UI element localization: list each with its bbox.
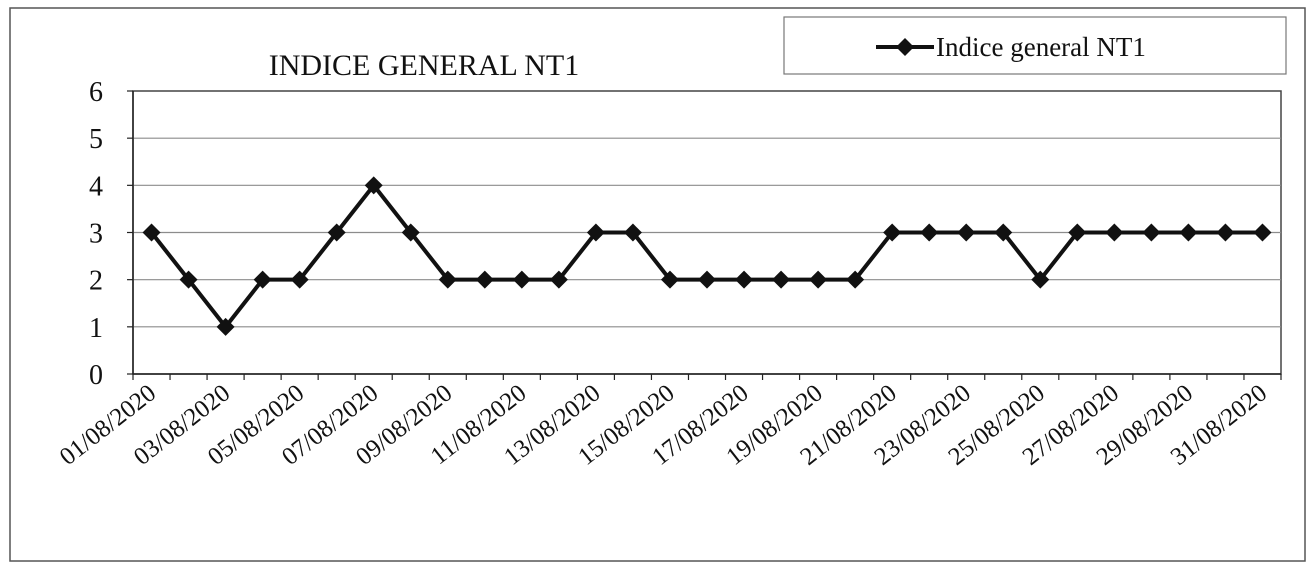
- data-point: [920, 223, 939, 242]
- data-point: [327, 223, 346, 242]
- data-point: [1253, 223, 1272, 242]
- chart-title: INDICE GENERAL NT1: [269, 49, 580, 82]
- data-point: [512, 270, 531, 289]
- data-point: [957, 223, 976, 242]
- data-point: [549, 270, 568, 289]
- data-point: [586, 223, 605, 242]
- y-tick-label: 1: [89, 313, 103, 344]
- data-point: [1142, 223, 1161, 242]
- data-point: [216, 317, 235, 336]
- data-point: [772, 270, 791, 289]
- data-point: [1179, 223, 1198, 242]
- data-point: [475, 270, 494, 289]
- legend-label: Indice general NT1: [936, 32, 1146, 62]
- data-point: [735, 270, 754, 289]
- data-point: [179, 270, 198, 289]
- y-axis-ticks: 0 1 2 3 4 5 6: [89, 77, 133, 391]
- data-point: [1068, 223, 1087, 242]
- y-tick-label: 3: [89, 219, 103, 250]
- legend-marker-swatch: [896, 38, 914, 56]
- data-point: [994, 223, 1013, 242]
- data-point: [401, 223, 420, 242]
- data-point: [809, 270, 828, 289]
- data-point: [1105, 223, 1124, 242]
- series-nt1: [142, 176, 1272, 336]
- data-point: [660, 270, 679, 289]
- legend: Indice general NT1: [783, 16, 1287, 75]
- data-point: [846, 270, 865, 289]
- data-point: [290, 270, 309, 289]
- x-axis-tickmarks: [132, 374, 1282, 380]
- y-tick-label: 6: [89, 77, 103, 108]
- y-tick-label: 4: [89, 171, 103, 202]
- data-point: [883, 223, 902, 242]
- legend-box: [783, 16, 1287, 75]
- gridlines: [133, 137, 1281, 328]
- data-point: [1031, 270, 1050, 289]
- y-tick-label: 5: [89, 124, 103, 155]
- data-point: [364, 176, 383, 195]
- data-point: [253, 270, 272, 289]
- data-point: [438, 270, 457, 289]
- data-point: [1216, 223, 1235, 242]
- data-point: [142, 223, 161, 242]
- data-point: [698, 270, 716, 289]
- y-tick-label: 0: [89, 360, 103, 391]
- y-tick-label: 2: [89, 266, 103, 297]
- data-point: [623, 223, 642, 242]
